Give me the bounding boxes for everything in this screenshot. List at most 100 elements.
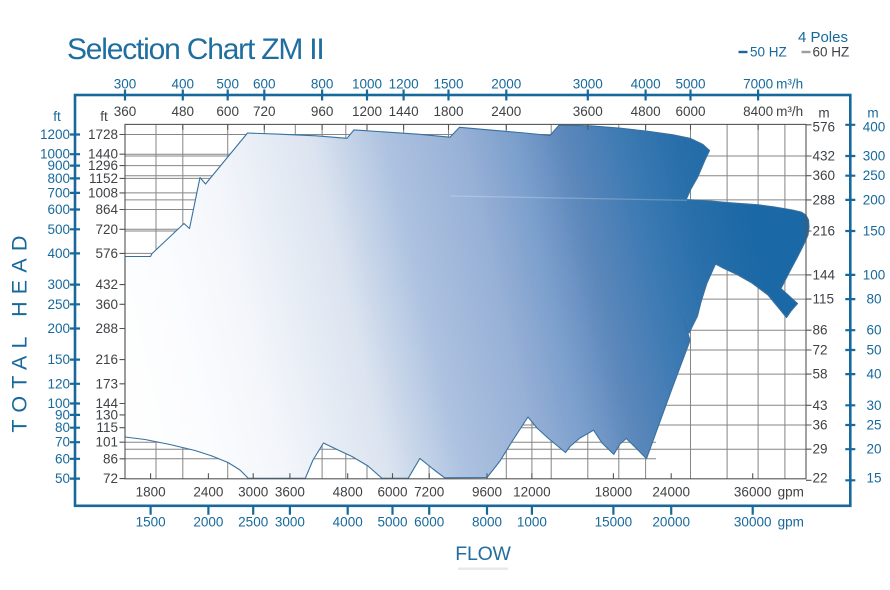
- svg-text:6000: 6000: [377, 485, 407, 500]
- svg-text:400: 400: [47, 246, 70, 261]
- svg-text:3000: 3000: [573, 77, 603, 92]
- svg-text:5000: 5000: [675, 77, 705, 92]
- svg-text:gpm: gpm: [778, 515, 804, 530]
- svg-text:1200: 1200: [352, 104, 382, 119]
- svg-text:40: 40: [866, 367, 881, 382]
- svg-text:60: 60: [55, 451, 70, 466]
- svg-text:70: 70: [55, 435, 70, 450]
- svg-text:960: 960: [311, 104, 334, 119]
- svg-text:m³/h: m³/h: [776, 77, 803, 92]
- svg-text:1296: 1296: [88, 158, 118, 173]
- svg-text:2000: 2000: [193, 515, 223, 530]
- svg-text:60 HZ: 60 HZ: [813, 45, 850, 60]
- svg-text:22: 22: [813, 471, 828, 486]
- svg-text:7000: 7000: [743, 77, 773, 92]
- svg-text:100: 100: [47, 396, 70, 411]
- svg-text:72: 72: [103, 471, 118, 486]
- svg-text:1000: 1000: [352, 77, 382, 92]
- svg-text:m³/h: m³/h: [776, 104, 803, 119]
- svg-text:1200: 1200: [389, 77, 419, 92]
- svg-text:50: 50: [866, 343, 881, 358]
- svg-text:20: 20: [866, 442, 881, 457]
- svg-text:5000: 5000: [377, 515, 407, 530]
- svg-text:200: 200: [863, 192, 886, 207]
- svg-text:576: 576: [95, 246, 118, 261]
- svg-text:150: 150: [47, 352, 70, 367]
- svg-text:24000: 24000: [652, 485, 690, 500]
- svg-text:6000: 6000: [675, 104, 705, 119]
- svg-text:432: 432: [813, 149, 836, 164]
- svg-text:2400: 2400: [193, 485, 223, 500]
- svg-text:30: 30: [866, 398, 881, 413]
- svg-text:600: 600: [216, 104, 239, 119]
- svg-text:3000: 3000: [275, 515, 305, 530]
- svg-text:216: 216: [813, 224, 836, 239]
- svg-text:360: 360: [95, 297, 118, 312]
- svg-text:173: 173: [95, 376, 118, 391]
- svg-text:72: 72: [813, 343, 828, 358]
- svg-text:86: 86: [813, 323, 828, 338]
- svg-text:216: 216: [95, 352, 118, 367]
- svg-text:2000: 2000: [491, 77, 521, 92]
- svg-text:300: 300: [47, 277, 70, 292]
- svg-text:4800: 4800: [333, 485, 363, 500]
- svg-text:150: 150: [863, 224, 886, 239]
- svg-text:4000: 4000: [631, 77, 661, 92]
- svg-text:800: 800: [311, 77, 334, 92]
- svg-text:1500: 1500: [136, 515, 166, 530]
- svg-text:4000: 4000: [333, 515, 363, 530]
- svg-text:400: 400: [172, 77, 195, 92]
- svg-text:576: 576: [813, 120, 836, 135]
- svg-text:480: 480: [172, 104, 195, 119]
- svg-text:1500: 1500: [433, 77, 463, 92]
- svg-text:144: 144: [95, 396, 118, 411]
- svg-text:15: 15: [866, 471, 881, 486]
- svg-text:115: 115: [96, 420, 118, 435]
- svg-text:1000: 1000: [517, 515, 547, 530]
- svg-text:700: 700: [47, 185, 70, 200]
- svg-text:864: 864: [95, 202, 118, 217]
- svg-text:360: 360: [813, 168, 836, 183]
- svg-text:86: 86: [103, 451, 118, 466]
- svg-text:4 Poles: 4 Poles: [798, 29, 848, 46]
- svg-text:500: 500: [47, 222, 70, 237]
- svg-text:9600: 9600: [472, 485, 502, 500]
- svg-text:288: 288: [813, 192, 836, 207]
- svg-text:TOTAL HEAD: TOTAL HEAD: [8, 228, 32, 432]
- svg-text:58: 58: [813, 367, 828, 382]
- svg-text:250: 250: [863, 168, 886, 183]
- svg-text:300: 300: [114, 77, 137, 92]
- svg-text:200: 200: [47, 321, 70, 336]
- svg-text:60: 60: [866, 323, 881, 338]
- svg-text:1440: 1440: [389, 104, 419, 119]
- svg-text:1200: 1200: [40, 127, 70, 142]
- svg-text:18000: 18000: [595, 485, 633, 500]
- svg-text:43: 43: [813, 398, 828, 413]
- svg-text:1800: 1800: [433, 104, 463, 119]
- svg-text:432: 432: [95, 277, 118, 292]
- svg-text:600: 600: [253, 77, 276, 92]
- svg-text:101: 101: [95, 435, 118, 450]
- svg-text:3600: 3600: [573, 104, 603, 119]
- svg-text:100: 100: [863, 267, 886, 282]
- svg-text:Selection Chart ZM II: Selection Chart ZM II: [67, 33, 324, 66]
- svg-text:m: m: [818, 106, 829, 121]
- svg-text:2400: 2400: [491, 104, 521, 119]
- svg-text:8000: 8000: [472, 515, 502, 530]
- svg-text:1000: 1000: [40, 147, 70, 162]
- svg-text:720: 720: [95, 222, 118, 237]
- svg-text:115: 115: [813, 292, 835, 307]
- svg-text:2500: 2500: [238, 515, 268, 530]
- svg-text:300: 300: [863, 149, 886, 164]
- svg-text:600: 600: [47, 202, 70, 217]
- svg-text:90: 90: [55, 407, 70, 422]
- svg-text:800: 800: [47, 171, 70, 186]
- svg-text:36000: 36000: [734, 485, 772, 500]
- svg-text:20000: 20000: [652, 515, 690, 530]
- svg-text:1440: 1440: [88, 147, 118, 162]
- svg-text:400: 400: [863, 120, 886, 135]
- svg-text:720: 720: [253, 104, 276, 119]
- svg-text:FLOW: FLOW: [455, 543, 511, 565]
- svg-text:130: 130: [95, 407, 118, 422]
- svg-text:250: 250: [47, 297, 70, 312]
